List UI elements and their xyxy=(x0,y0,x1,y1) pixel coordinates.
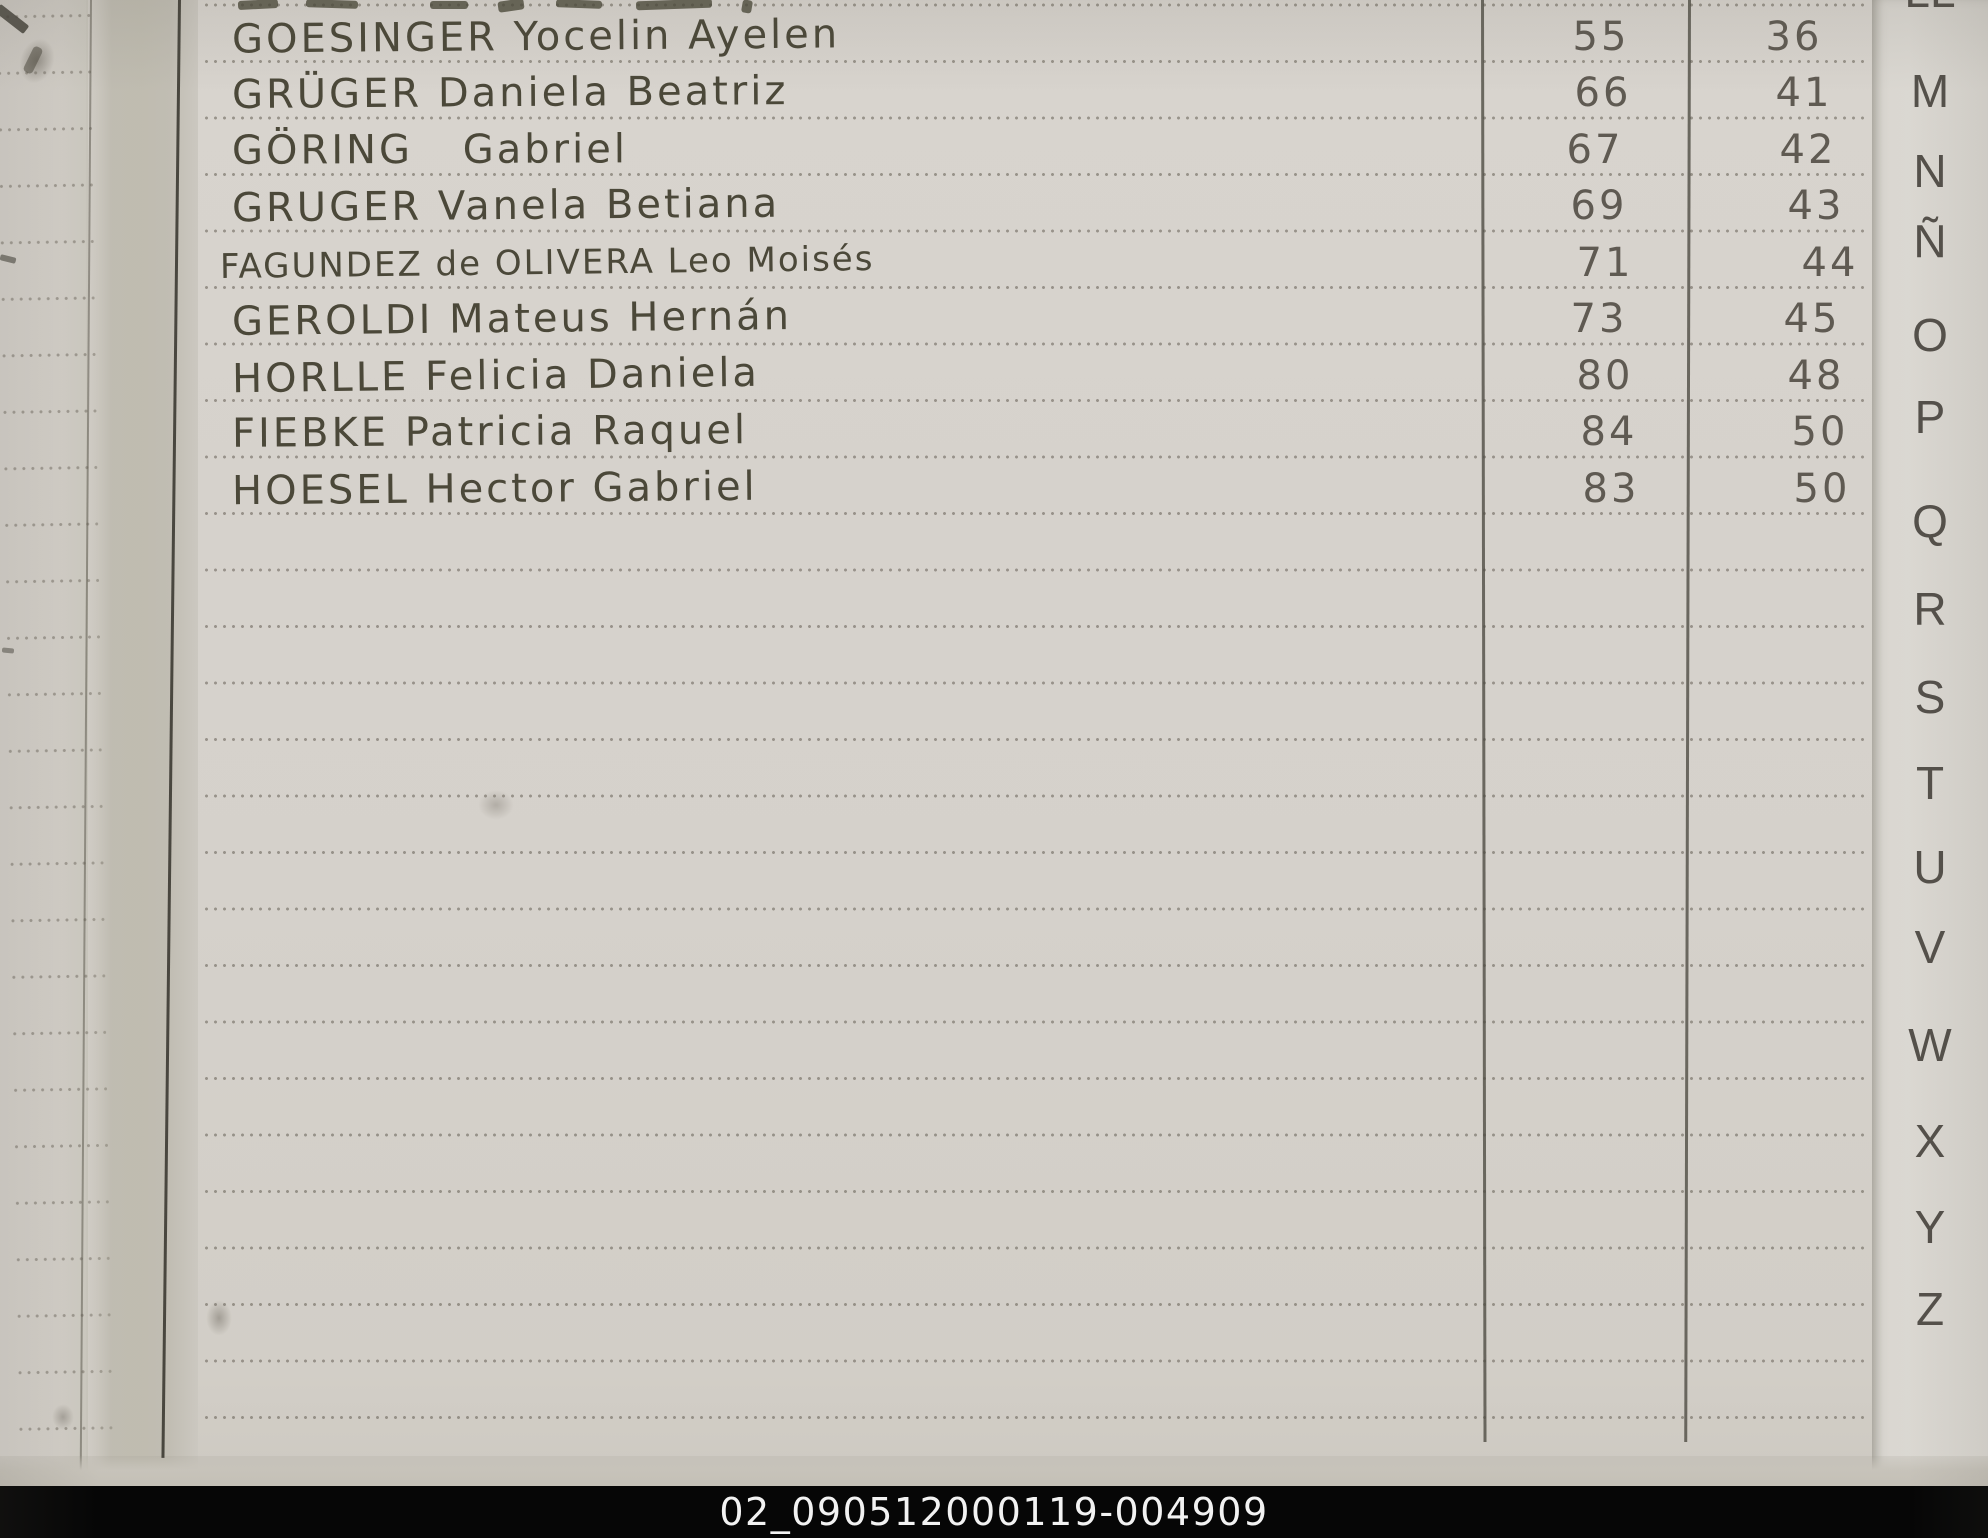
ruled-lines-main xyxy=(202,0,1868,1470)
number-col2: 50 xyxy=(1793,466,1851,512)
number-col2: 45 xyxy=(1783,296,1841,342)
index-tab-letter: Q xyxy=(1912,495,1948,547)
number-col1: 73 xyxy=(1570,296,1628,342)
registry-row: GOESINGER Yocelin Ayelen 55 36 xyxy=(0,8,1988,66)
number-col1: 55 xyxy=(1572,14,1630,60)
number-col1: 80 xyxy=(1576,353,1634,399)
index-tab-letter: Ñ xyxy=(1913,215,1947,267)
number-col1: 71 xyxy=(1576,240,1634,286)
person-name: HORLLE Felicia Daniela xyxy=(231,349,761,403)
registry-row: GRUGER Vanela Betiana 69 43 xyxy=(0,177,1988,235)
number-col1: 84 xyxy=(1580,409,1638,455)
registry-row: HORLLE Felicia Daniela 80 48 xyxy=(0,347,1988,405)
index-tab-letter: X xyxy=(1914,1115,1946,1167)
index-tab-letter: S xyxy=(1914,671,1946,723)
book-gutter-shadow xyxy=(86,0,202,1492)
number-col2: 41 xyxy=(1775,70,1833,116)
registry-row: GRÜGER Daniela Beatriz 66 41 xyxy=(0,64,1988,122)
number-col2: 42 xyxy=(1779,127,1837,173)
index-tab-letter: O xyxy=(1912,309,1948,361)
index-tab-letter-partial: LL xyxy=(1896,0,1964,18)
index-tab-letter: R xyxy=(1913,583,1947,635)
registry-row: GÖRING Gabriel 67 42 xyxy=(0,121,1988,179)
number-col2: 50 xyxy=(1791,409,1849,455)
registry-row: GEROLDI Mateus Hernán 73 45 xyxy=(0,290,1988,348)
number-col2: 44 xyxy=(1801,240,1859,286)
index-tab-letter: V xyxy=(1914,921,1946,973)
registry-row: FIEBKE Patricia Raquel 84 50 xyxy=(0,403,1988,461)
person-name: GÖRING Gabriel xyxy=(231,126,628,174)
index-tab-letter: U xyxy=(1913,841,1947,893)
index-tab-letter: Z xyxy=(1915,1283,1945,1335)
index-tab-letter: T xyxy=(1915,757,1945,809)
previous-page-sliver xyxy=(0,0,114,1492)
number-col1: 66 xyxy=(1574,70,1632,116)
person-name: GEROLDI Mateus Hernán xyxy=(231,293,793,345)
page-bottom-edge xyxy=(0,1456,1988,1488)
index-tab-letter: W xyxy=(1908,1019,1952,1071)
registry-row: FAGUNDEZ de OLIVERA Leo Moisés 71 44 xyxy=(0,234,1988,292)
index-tab-letter: P xyxy=(1914,391,1946,443)
number-col2: 48 xyxy=(1787,353,1845,399)
person-name: GRÜGER Daniela Beatriz xyxy=(231,68,789,118)
person-name: GRUGER Vanela Betiana xyxy=(231,180,781,232)
index-tab-letter: N xyxy=(1913,145,1947,197)
person-name: FAGUNDEZ de OLIVERA Leo Moisés xyxy=(219,239,875,287)
scan-code-bar: 02_090512000119-004909 xyxy=(0,1486,1988,1538)
truncated-handwriting-fragment xyxy=(430,1,468,9)
person-name: GOESINGER Yocelin Ayelen xyxy=(231,11,841,63)
registry-row: HOESEL Hector Gabriel 83 50 xyxy=(0,460,1988,518)
number-col1: 83 xyxy=(1582,466,1640,512)
index-tab-column xyxy=(1872,0,1988,1488)
index-tab-letter: Y xyxy=(1914,1201,1946,1253)
scan-code-text: 02_090512000119-004909 xyxy=(719,1490,1269,1534)
number-col2: 36 xyxy=(1765,14,1823,60)
number-col1: 69 xyxy=(1570,183,1628,229)
person-name: FIEBKE Patricia Raquel xyxy=(231,407,749,457)
number-col1: 67 xyxy=(1566,127,1624,173)
person-name: HOESEL Hector Gabriel xyxy=(231,463,758,515)
index-tab-letter: M xyxy=(1910,65,1950,117)
number-col2: 43 xyxy=(1787,183,1845,229)
